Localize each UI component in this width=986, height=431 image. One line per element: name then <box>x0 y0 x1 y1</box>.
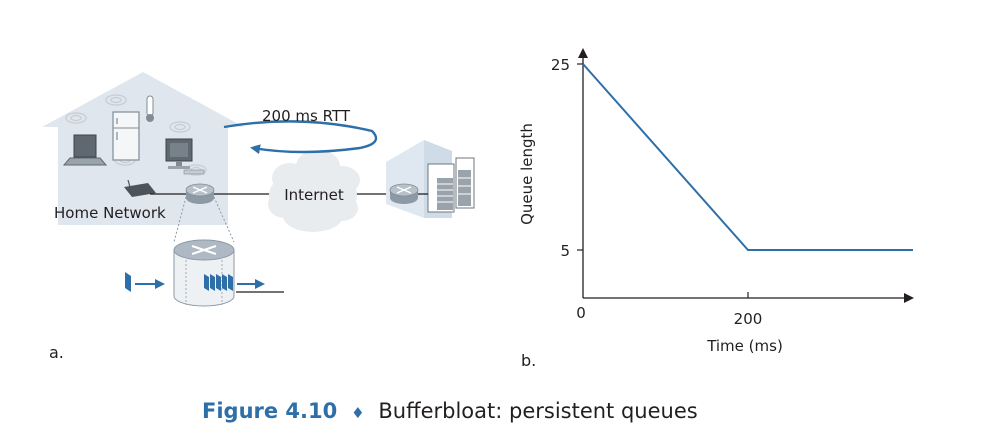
panel-b-label: b. <box>521 351 536 370</box>
x-axis-title: Time (ms) <box>706 337 783 355</box>
refrigerator-icon <box>112 111 140 161</box>
x-tick-label-0: 0 <box>576 304 586 322</box>
router-buffer-icon <box>173 239 235 307</box>
thermometer-icon <box>146 95 154 122</box>
modem-icon <box>124 179 156 197</box>
server-router-icon <box>389 183 428 204</box>
laptop-icon <box>62 134 108 166</box>
home-router-icon <box>185 183 215 204</box>
y-tick-label-25: 25 <box>551 56 570 74</box>
caption-text: Bufferbloat: persistent queues <box>378 399 697 423</box>
rtt-label: 200 ms RTT <box>262 107 351 125</box>
figure-number: Figure 4.10 <box>202 399 337 423</box>
panel-a-label: a. <box>49 343 64 362</box>
y-tick-label-5: 5 <box>560 242 570 260</box>
rtt-loop-arrow <box>223 120 378 155</box>
caption-separator: ♦ <box>351 404 364 422</box>
panel-b-queue-chart: 25 5 0 200 Time (ms) Queue length b. <box>518 48 914 370</box>
queue-length-line <box>582 63 913 251</box>
panel-a-network-diagram: Home Network <box>42 72 475 362</box>
x-tick-label-200: 200 <box>734 310 763 328</box>
figure-caption: Figure 4.10 ♦ Bufferbloat: persistent qu… <box>202 399 698 423</box>
home-network-label: Home Network <box>54 204 166 222</box>
internet-cloud-icon <box>268 150 360 232</box>
packet-icons <box>125 272 233 292</box>
data-center-icon <box>386 140 475 218</box>
zoom-guides <box>173 196 235 243</box>
house-icon <box>42 72 244 225</box>
desktop-computer-icon <box>165 138 205 175</box>
y-axis-title: Queue length <box>518 123 536 225</box>
internet-label: Internet <box>284 186 344 204</box>
